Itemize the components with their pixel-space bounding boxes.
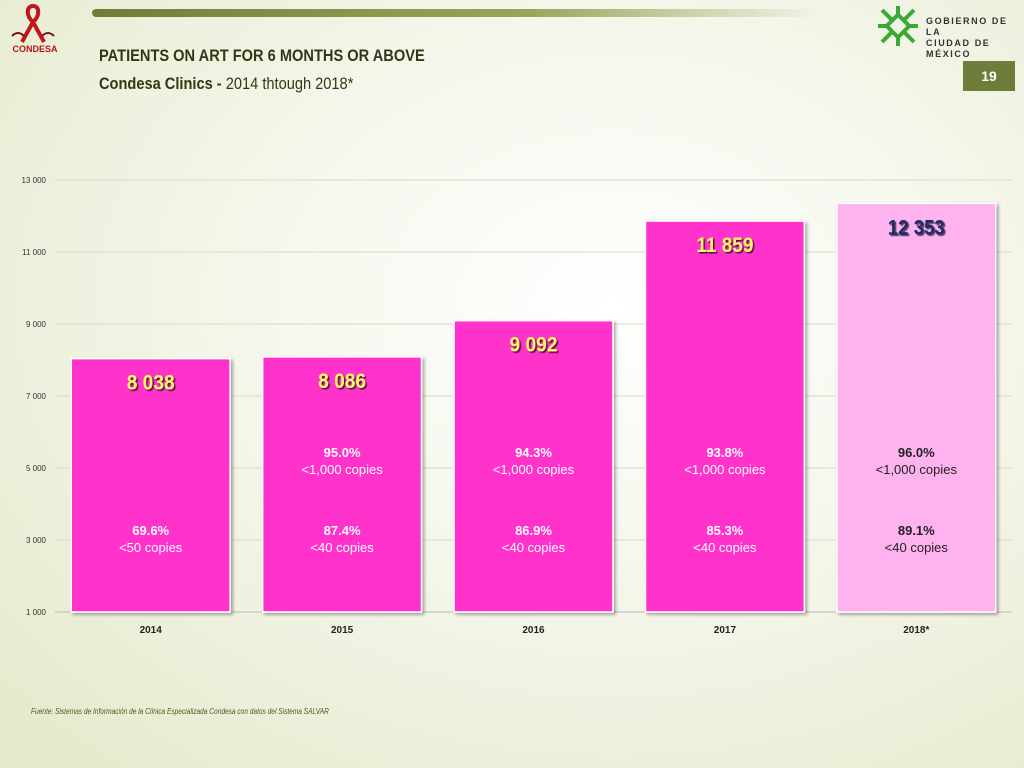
annotation-text-1000: <1,000 copies	[876, 462, 958, 477]
bar-value-label: 9 092	[510, 334, 558, 357]
y-tick-label: 9 000	[26, 320, 47, 329]
x-tick-label: 2018*	[903, 625, 929, 636]
page-title: PATIENTS ON ART FOR 6 MONTHS OR ABOVE	[99, 46, 425, 65]
annotation-text-low: <40 copies	[885, 540, 949, 555]
annotation-text-low: <40 copies	[310, 540, 374, 555]
bar	[261, 356, 423, 613]
annotation-pct-low: 87.4%	[324, 523, 361, 538]
page-subtitle: Condesa Clinics - 2014 thtough 2018*	[99, 74, 353, 94]
bar-value-label: 12 353	[888, 216, 945, 239]
y-tick-label: 7 000	[26, 392, 47, 401]
ribbon-icon	[11, 3, 55, 43]
annotation-pct-1000: 95.0%	[324, 445, 361, 460]
top-accent-bar	[92, 9, 822, 17]
bar	[70, 357, 231, 613]
annotation-pct-1000: 93.8%	[706, 445, 743, 460]
annotation-text-low: <40 copies	[502, 540, 566, 555]
subtitle-bold: Condesa Clinics -	[99, 74, 226, 93]
annotation-pct-low: 86.9%	[515, 523, 552, 538]
bar	[453, 319, 614, 613]
annotation-text-1000: <1,000 copies	[684, 462, 766, 477]
cdmx-logo-icon	[876, 4, 920, 48]
bar-value-label: 11 859	[696, 234, 753, 257]
annotation-pct-low: 85.3%	[706, 523, 743, 538]
annotation-pct-low: 89.1%	[898, 523, 935, 538]
x-tick-label: 2014	[140, 625, 163, 636]
bar-value-label: 8 038	[127, 372, 175, 395]
annotation-text-1000: <1,000 copies	[493, 462, 575, 477]
annotation-text-low: <50 copies	[119, 540, 183, 555]
y-tick-label: 11 000	[22, 248, 46, 257]
condesa-logo-label: CONDESA	[12, 44, 58, 54]
y-tick-label: 13 000	[22, 176, 47, 185]
government-label: GOBIERNO DE LA CIUDAD DE MÉXICO	[926, 16, 1024, 60]
x-tick-label: 2017	[714, 625, 737, 636]
bar	[644, 220, 806, 613]
gov-line-2: CIUDAD DE MÉXICO	[926, 38, 991, 59]
condesa-logo: CONDESA	[4, 2, 62, 58]
source-note: Fuente: Sistemas de Información de la Cl…	[31, 707, 329, 716]
page-number-badge: 19	[963, 61, 1015, 91]
subtitle-rest: 2014 thtough 2018*	[225, 74, 354, 93]
annotation-text-low: <40 copies	[693, 540, 757, 555]
gov-line-1: GOBIERNO DE LA	[926, 16, 1008, 37]
y-tick-label: 3 000	[26, 536, 47, 545]
annotation-pct-low: 69.6%	[132, 523, 169, 538]
y-tick-label: 1 000	[26, 608, 47, 617]
annotation-pct-1000: 94.3%	[515, 445, 552, 460]
annotation-text-1000: <1,000 copies	[301, 462, 383, 477]
y-tick-label: 5 000	[26, 464, 47, 473]
bar	[836, 202, 997, 613]
bar-value-label: 8 086	[318, 370, 366, 393]
x-tick-label: 2016	[522, 625, 545, 636]
x-tick-label: 2015	[331, 625, 354, 636]
annotation-pct-1000: 96.0%	[898, 445, 935, 460]
